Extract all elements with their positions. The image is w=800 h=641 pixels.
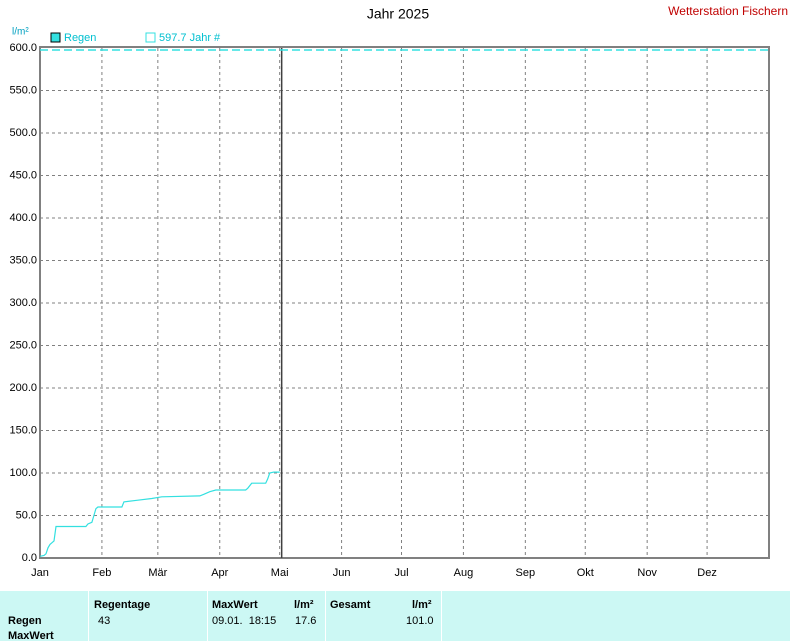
y-tick-label: 550.0 [9, 84, 37, 96]
y-tick-label: 600.0 [9, 42, 37, 54]
cell: 101.0 [406, 615, 434, 627]
x-tick-label: Feb [92, 567, 111, 579]
row-label: Regen [8, 615, 42, 627]
y-tick-label: 50.0 [16, 509, 37, 521]
cell: 17.6 [295, 615, 317, 627]
x-tick-label: Mai [271, 567, 289, 579]
x-tick-label: Sep [516, 567, 536, 579]
header: Regentage [94, 599, 151, 611]
y-axis-label: l/m² [12, 27, 29, 38]
x-tick-label: Okt [577, 567, 594, 579]
x-tick-label: Jan [31, 567, 49, 579]
legend-label: 597.7 Jahr # [159, 32, 221, 44]
chart: Jahr 2025 Wetterstation Fischern l/m² Re… [9, 4, 788, 579]
y-tick-label: 200.0 [9, 382, 37, 394]
y-tick-label: 350.0 [9, 254, 37, 266]
x-tick-label: Dez [697, 567, 717, 579]
x-tick-label: Jun [333, 567, 351, 579]
y-tick-label: 500.0 [9, 127, 37, 139]
cell: 09.01. 18:15 [212, 615, 277, 627]
y-tick-label: 100.0 [9, 467, 37, 479]
x-tick-label: Aug [454, 567, 474, 579]
legend-swatch [50, 32, 61, 43]
header: Gesamt [330, 599, 371, 611]
y-tick-label: 250.0 [9, 339, 37, 351]
header: l/m² [412, 599, 432, 611]
header: MaxWert [212, 599, 258, 611]
row-label: MaxWert [8, 630, 54, 641]
legend-label: Regen [64, 32, 96, 44]
chart-title: Jahr 2025 [367, 6, 429, 22]
summary-table: Regentage MaxWert l/m² Gesamt l/m² Regen… [0, 591, 790, 641]
y-tick-label: 450.0 [9, 169, 37, 181]
y-tick-label: 150.0 [9, 424, 37, 436]
y-tick-label: 300.0 [9, 297, 37, 309]
y-tick-label: 400.0 [9, 212, 37, 224]
data-line [39, 471, 280, 557]
x-tick-label: Nov [637, 567, 657, 579]
y-tick-label: 0.0 [22, 552, 37, 564]
header: l/m² [294, 599, 314, 611]
legend-swatch [145, 32, 156, 43]
station-name: Wetterstation Fischern [668, 4, 788, 18]
x-tick-label: Jul [394, 567, 408, 579]
x-tick-label: Mär [148, 567, 167, 579]
x-tick-label: Apr [211, 567, 228, 579]
cell: 43 [98, 615, 111, 627]
